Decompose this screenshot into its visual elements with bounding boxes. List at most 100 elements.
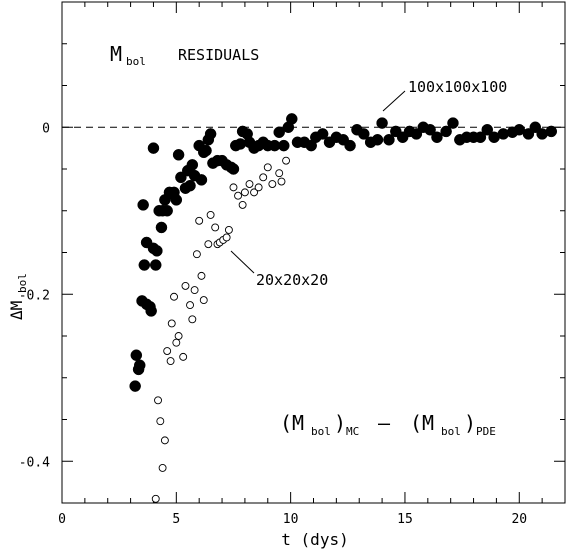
pointer-20x20x20 bbox=[230, 250, 255, 274]
data-point-20x20x20 bbox=[238, 200, 247, 209]
data-point-100x100x100 bbox=[447, 117, 459, 129]
y-tick-label: -0.2 bbox=[19, 288, 50, 303]
x-tick-label: 5 bbox=[172, 512, 180, 527]
data-point-20x20x20 bbox=[254, 183, 263, 192]
label-100x100x100: 100x100x100 bbox=[408, 78, 507, 96]
data-point-20x20x20 bbox=[197, 271, 206, 280]
data-point-20x20x20 bbox=[245, 180, 254, 188]
data-point-100x100x100 bbox=[129, 380, 141, 392]
data-point-20x20x20 bbox=[206, 210, 215, 219]
data-point-20x20x20 bbox=[151, 494, 160, 503]
data-point-20x20x20 bbox=[170, 292, 178, 301]
data-point-100x100x100 bbox=[172, 149, 185, 161]
data-point-100x100x100 bbox=[133, 359, 146, 371]
data-point-100x100x100 bbox=[204, 128, 217, 140]
data-point-20x20x20 bbox=[172, 338, 181, 347]
formula-label: (M bol ) MC – (M bol ) PDE bbox=[280, 411, 496, 438]
data-point-100x100x100 bbox=[184, 179, 196, 192]
data-point-100x100x100 bbox=[545, 125, 558, 138]
data-point-100x100x100 bbox=[474, 131, 487, 144]
data-point-100x100x100 bbox=[145, 305, 157, 317]
data-point-20x20x20 bbox=[160, 436, 169, 445]
data-point-100x100x100 bbox=[138, 259, 151, 271]
data-point-20x20x20 bbox=[174, 332, 183, 340]
formula-open2: (M bbox=[410, 411, 434, 435]
formula-open1: (M bbox=[280, 411, 304, 435]
formula-sub-pde: PDE bbox=[476, 425, 496, 438]
x-tick-label: 15 bbox=[397, 512, 413, 527]
y-tick-label: 0 bbox=[42, 121, 50, 136]
label-20x20x20: 20x20x20 bbox=[256, 271, 328, 289]
data-point-20x20x20 bbox=[192, 250, 201, 259]
data-point-20x20x20 bbox=[195, 216, 204, 225]
data-point-20x20x20 bbox=[234, 191, 243, 200]
data-point-20x20x20 bbox=[154, 396, 162, 405]
x-axis-title: t (dys) bbox=[281, 530, 348, 549]
data-point-20x20x20 bbox=[268, 180, 277, 188]
data-point-100x100x100 bbox=[200, 144, 212, 157]
y-axis-title: ΔM bol bbox=[7, 273, 29, 320]
data-point-20x20x20 bbox=[240, 188, 249, 197]
data-point-100x100x100 bbox=[147, 142, 160, 154]
data-point-20x20x20 bbox=[222, 233, 231, 242]
data-point-20x20x20 bbox=[190, 286, 199, 295]
data-point-100x100x100 bbox=[161, 205, 173, 217]
formula-close1: ) bbox=[334, 411, 346, 435]
data-point-20x20x20 bbox=[158, 463, 167, 472]
series-20x20x20 bbox=[151, 156, 291, 503]
data-point-100x100x100 bbox=[358, 128, 370, 140]
data-point-20x20x20 bbox=[179, 352, 188, 361]
formula-sub1: bol bbox=[311, 425, 331, 438]
data-point-100x100x100 bbox=[170, 194, 183, 206]
data-point-20x20x20 bbox=[263, 163, 272, 172]
data-point-100x100x100 bbox=[151, 245, 163, 257]
data-point-100x100x100 bbox=[440, 125, 452, 138]
data-point-20x20x20 bbox=[259, 173, 268, 182]
header-m: M bbox=[110, 42, 122, 66]
data-point-100x100x100 bbox=[130, 349, 143, 361]
data-point-100x100x100 bbox=[316, 128, 329, 140]
data-point-20x20x20 bbox=[282, 156, 291, 165]
data-point-20x20x20 bbox=[181, 281, 190, 290]
data-point-20x20x20 bbox=[188, 315, 197, 324]
formula-close2: ) bbox=[464, 411, 476, 435]
data-point-100x100x100 bbox=[431, 131, 443, 144]
header-residuals: RESIDUALS bbox=[178, 46, 259, 64]
x-tick-label: 0 bbox=[58, 512, 66, 527]
tick-labels: 0 5 10 15 20 0 -0.2 -0.4 bbox=[19, 121, 527, 527]
data-point-100x100x100 bbox=[273, 126, 285, 139]
data-point-100x100x100 bbox=[376, 117, 388, 129]
series-100x100x100 bbox=[129, 113, 558, 392]
data-point-100x100x100 bbox=[383, 134, 395, 146]
data-point-20x20x20 bbox=[250, 188, 259, 197]
data-point-20x20x20 bbox=[167, 319, 176, 328]
data-point-100x100x100 bbox=[227, 163, 240, 175]
data-point-100x100x100 bbox=[137, 199, 149, 211]
formula-sub2: bol bbox=[441, 425, 461, 438]
data-point-20x20x20 bbox=[275, 169, 284, 178]
data-point-100x100x100 bbox=[149, 259, 162, 271]
data-point-20x20x20 bbox=[277, 177, 286, 186]
data-point-20x20x20 bbox=[229, 183, 238, 192]
header-m-sub: bol bbox=[126, 55, 146, 68]
data-point-100x100x100 bbox=[344, 139, 356, 152]
axis-ticks bbox=[61, 1, 566, 504]
data-point-100x100x100 bbox=[371, 134, 384, 146]
data-point-100x100x100 bbox=[286, 113, 298, 125]
data-point-100x100x100 bbox=[278, 139, 290, 152]
data-point-20x20x20 bbox=[199, 296, 208, 305]
data-point-100x100x100 bbox=[155, 221, 168, 234]
data-point-20x20x20 bbox=[224, 226, 233, 234]
x-tick-label: 10 bbox=[283, 512, 299, 527]
y-tick-label: -0.4 bbox=[19, 455, 50, 470]
formula-minus: – bbox=[378, 411, 391, 435]
data-point-20x20x20 bbox=[186, 301, 194, 310]
data-point-100x100x100 bbox=[186, 159, 199, 171]
data-point-20x20x20 bbox=[204, 240, 213, 249]
data-point-20x20x20 bbox=[211, 223, 220, 232]
data-point-100x100x100 bbox=[424, 124, 436, 136]
pointer-100x100x100 bbox=[382, 90, 406, 112]
y-axis-title-sub: bol bbox=[16, 273, 29, 293]
data-point-100x100x100 bbox=[481, 124, 494, 136]
